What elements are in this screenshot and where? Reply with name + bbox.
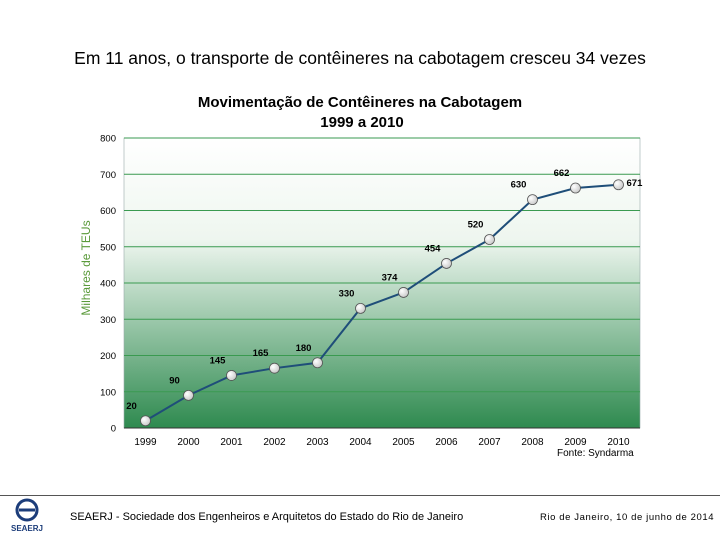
data-label: 90 [169, 375, 180, 386]
x-tick-label: 2006 [435, 437, 458, 448]
y-tick-label: 500 [100, 242, 116, 253]
x-tick-label: 2005 [392, 437, 415, 448]
data-label: 145 [210, 355, 227, 366]
y-tick-label: 100 [100, 387, 116, 398]
x-tick-label: 2001 [220, 437, 243, 448]
source-note: Fonte: Syndarma [557, 448, 634, 459]
y-tick-label: 600 [100, 206, 116, 217]
x-tick-label: 2003 [306, 437, 329, 448]
y-tick-label: 200 [100, 351, 116, 362]
x-tick-label: 2000 [177, 437, 200, 448]
data-point [226, 370, 237, 381]
seaerj-logo: SEAERJ [11, 498, 43, 533]
data-label: 330 [339, 288, 355, 299]
data-label: 20 [126, 401, 137, 412]
data-point [527, 194, 538, 206]
data-point [484, 234, 495, 245]
data-label: 520 [468, 220, 484, 231]
data-label: 165 [253, 348, 270, 359]
series-line [144, 183, 619, 422]
data-label: 630 [511, 180, 527, 191]
x-tick-label: 2002 [263, 437, 286, 448]
data-label: 180 [296, 343, 312, 354]
chart-title: Movimentação de Contêineres na Cabotagem [198, 94, 522, 111]
x-tick-label: 2008 [521, 437, 544, 448]
x-tick-label: 1999 [134, 437, 157, 448]
y-tick-label: 800 [100, 134, 116, 145]
x-tick-label: 2010 [607, 437, 630, 448]
data-label: 671 [627, 178, 644, 189]
data-point [570, 182, 581, 194]
data-point [269, 362, 280, 374]
data-point [355, 302, 366, 314]
slide-title: Em 11 anos, o transporte de contêineres … [74, 48, 646, 68]
y-tick-label: 400 [100, 279, 116, 290]
logo-text: SEAERJ [11, 524, 43, 533]
data-point [398, 287, 409, 298]
x-tick-label: 2007 [478, 437, 501, 448]
footer-divider [0, 495, 720, 496]
y-tick-label: 300 [100, 315, 116, 326]
data-label: 454 [425, 243, 442, 254]
y-tick-label: 0 [111, 424, 116, 435]
data-point [140, 415, 151, 427]
data-point [312, 357, 323, 369]
presentation-date: Rio de Janeiro, 10 de junho de 2014 [540, 512, 715, 523]
y-tick-label: 700 [100, 170, 116, 181]
data-label: 662 [554, 168, 570, 179]
data-point [613, 179, 624, 191]
data-point [183, 389, 194, 401]
organization-name: SEAERJ - Sociedade dos Engenheiros e Arq… [70, 511, 464, 523]
data-label: 374 [382, 272, 399, 283]
data-point [441, 258, 452, 269]
x-tick-label: 2004 [349, 437, 372, 448]
y-axis-title: Milhares de TEUs [79, 220, 93, 315]
chart-subtitle: 1999 a 2010 [320, 114, 403, 131]
x-tick-label: 2009 [564, 437, 587, 448]
